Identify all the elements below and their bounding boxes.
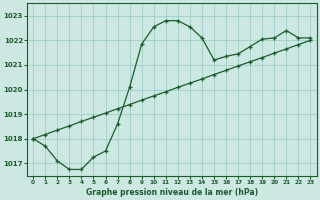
X-axis label: Graphe pression niveau de la mer (hPa): Graphe pression niveau de la mer (hPa) <box>86 188 258 197</box>
